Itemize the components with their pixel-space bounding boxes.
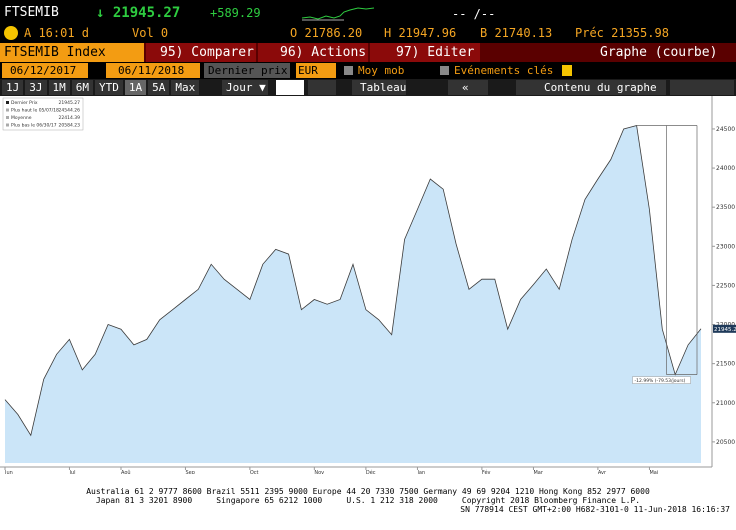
moving-average[interactable]: Moy mob xyxy=(358,64,405,77)
info-icon[interactable] xyxy=(562,65,572,76)
legend-swatch xyxy=(6,108,9,112)
ticker: FTSEMIB xyxy=(4,5,59,20)
security[interactable]: FTSEMIB Index xyxy=(0,43,144,62)
footer-line: Japan 81 3 3201 8900 Singapore 65 6212 1… xyxy=(95,496,641,505)
chart: 2050021000215002200022500230002350024000… xyxy=(0,96,736,474)
field-select[interactable]: Dernier prix xyxy=(204,63,290,78)
checkbox[interactable] xyxy=(440,66,449,75)
contents-button[interactable]: Contenu du graphe xyxy=(516,80,666,95)
last-price-tag xyxy=(713,324,736,333)
legend-value: 22414.39 xyxy=(59,115,81,121)
period-button[interactable]: 5A xyxy=(148,80,170,95)
x-tick-label: Jun xyxy=(4,470,13,474)
x-tick-label: Avr xyxy=(598,470,607,474)
legend-swatch xyxy=(6,101,9,104)
legend-value: 20584.23 xyxy=(59,123,81,129)
legend-swatch xyxy=(6,123,9,127)
legend-box xyxy=(2,97,84,131)
actions-button[interactable]: 96) Actions xyxy=(258,43,368,62)
edit-button[interactable]: 97) Editer xyxy=(370,43,480,62)
last-price-label: 21945.27 xyxy=(714,327,736,333)
footer-line: SN 778914 CEST GMT+2:00 H682-3101-0 11-J… xyxy=(460,505,730,514)
bar-type-button[interactable] xyxy=(308,80,336,95)
currency[interactable]: EUR xyxy=(296,63,336,78)
x-tick-label: Aoû xyxy=(121,469,131,474)
last-price: ↓ 21945.27 xyxy=(96,5,181,21)
legend-swatch xyxy=(6,116,9,119)
table-button[interactable]: Tableau xyxy=(352,80,406,95)
y-tick-label: 20500 xyxy=(716,439,735,446)
high: H 21947.96 xyxy=(384,26,457,40)
compare-button[interactable]: 95) Comparer xyxy=(146,43,256,62)
x-tick-label: Jan xyxy=(416,470,425,474)
previous: Préc 21355.98 xyxy=(575,26,669,40)
y-tick-label: 22500 xyxy=(716,282,735,289)
legend-name: Moyenne xyxy=(11,115,32,121)
y-tick-label: 23500 xyxy=(716,204,735,211)
period-button[interactable]: YTD xyxy=(95,80,123,95)
collapse-button[interactable]: « xyxy=(448,80,488,95)
x-tick-label: Oct xyxy=(250,470,259,474)
x-tick-label: Sep xyxy=(185,470,194,474)
period-button[interactable]: 1J xyxy=(2,80,24,95)
frequency[interactable]: Jour ▼ xyxy=(222,80,268,95)
y-tick-label: 21000 xyxy=(716,400,735,407)
time: A 16:01 d xyxy=(24,26,90,40)
events[interactable]: Evénements clés xyxy=(454,64,554,77)
legend-value: 21945.27 xyxy=(59,100,81,106)
period-button[interactable]: 3J xyxy=(25,80,47,95)
spark xyxy=(301,7,375,20)
x-tick-label: Nov xyxy=(314,470,324,474)
change: +589.29 xyxy=(210,6,261,20)
settings-button[interactable] xyxy=(670,80,734,95)
legend-name: Dernier Prix xyxy=(11,100,38,106)
area xyxy=(5,125,701,463)
period-button[interactable]: 1A xyxy=(124,80,147,95)
line xyxy=(4,124,702,437)
legend-value: 24544.26 xyxy=(59,108,81,114)
x-tick-label: Mar xyxy=(533,470,543,474)
checkbox[interactable] xyxy=(344,66,353,75)
annotation-box xyxy=(632,376,691,384)
x-tick-label: Déc xyxy=(366,469,376,474)
y-tick-label: 21500 xyxy=(716,361,735,368)
y-tick-label: 24500 xyxy=(716,126,735,133)
status-icon xyxy=(4,26,18,40)
period-button[interactable]: 6M xyxy=(71,80,93,95)
period-button[interactable]: Max xyxy=(171,80,200,95)
y-tick-label: 24000 xyxy=(716,165,735,172)
end-date[interactable]: 06/11/2018 xyxy=(106,63,200,78)
legend-name: Plus haut le 05/07/18 xyxy=(11,108,59,114)
volume: Vol 0 xyxy=(132,26,169,40)
low: B 21740.13 xyxy=(480,26,553,40)
period-button[interactable]: 1M xyxy=(48,80,70,95)
line-type-button[interactable] xyxy=(276,80,304,95)
quote-bar xyxy=(0,0,736,43)
y-tick-label: 23000 xyxy=(716,243,735,250)
annotation: -12.99% (-79.53/jours) xyxy=(635,378,686,384)
x-tick-label: Mai xyxy=(649,470,658,474)
view-title: Graphe (courbe) xyxy=(600,45,718,60)
open: O 21786.20 xyxy=(290,26,363,40)
footer-line: Australia 61 2 9777 8600 Brazil 5511 239… xyxy=(86,487,650,496)
sparkline xyxy=(301,7,375,21)
period-buttons: 1J 3J 1M 6M YTD 1A 5A Max xyxy=(2,80,200,95)
x-tick-label: Jul xyxy=(68,470,75,474)
x-tick-label: Fév xyxy=(482,469,491,474)
start-date[interactable]: 06/12/2017 xyxy=(2,63,88,78)
legend-name: Plus bas le 06/30/17 xyxy=(11,123,57,129)
blank-field: -- /-- xyxy=(452,7,496,21)
